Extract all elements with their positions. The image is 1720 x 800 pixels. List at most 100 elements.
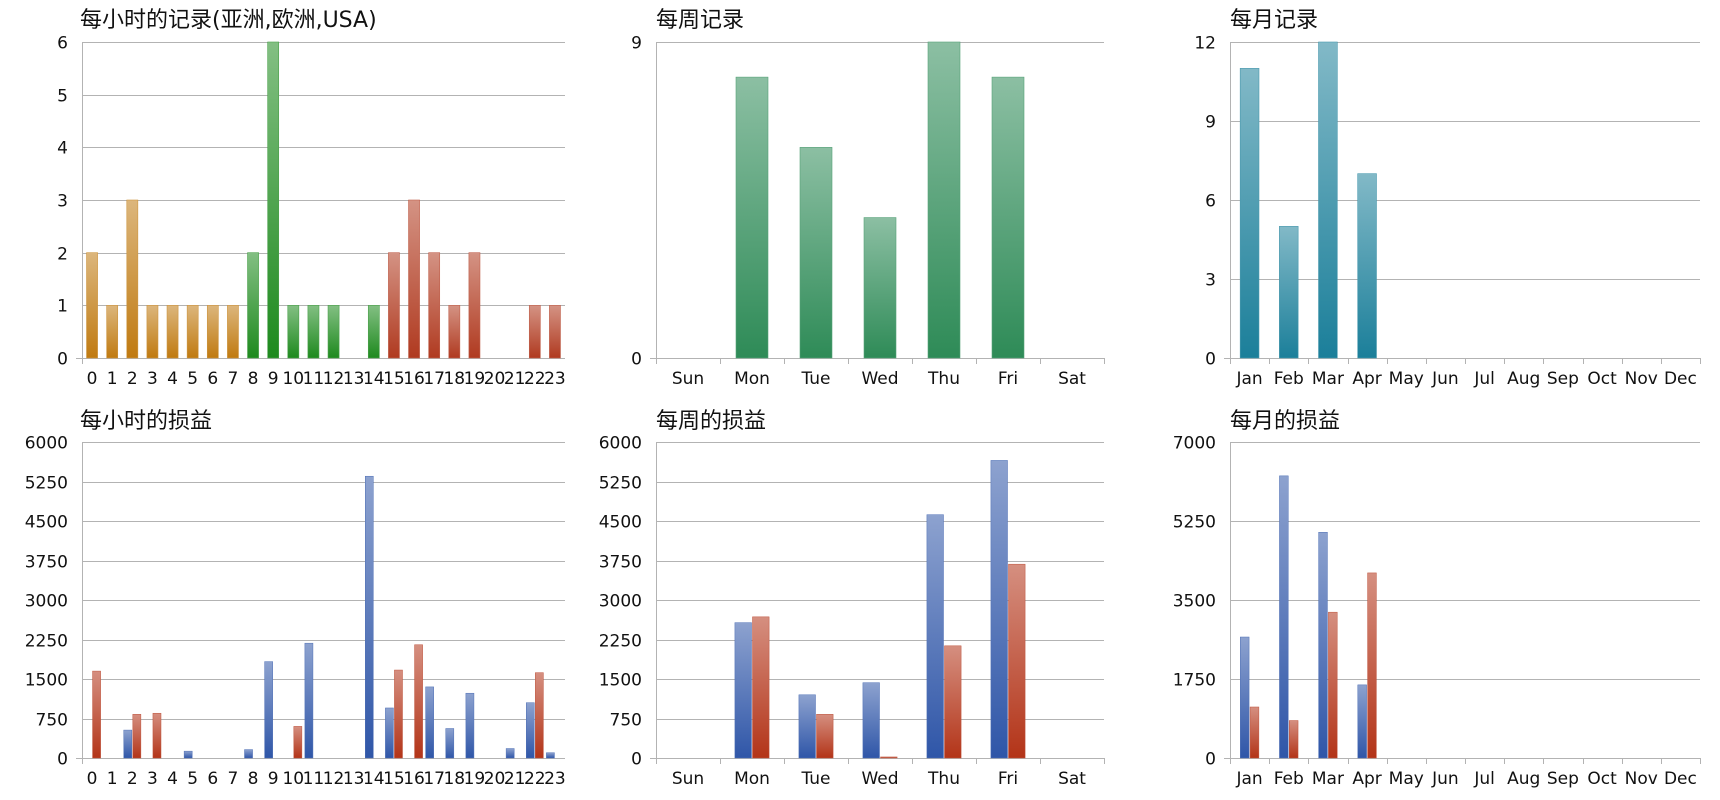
y-tick-label: 6	[57, 34, 68, 54]
chart-title: 每周记录	[656, 8, 744, 33]
x-tick-label: 23	[544, 369, 566, 389]
bar	[1318, 532, 1328, 759]
bar	[528, 305, 541, 359]
y-tick-label: 3000	[599, 592, 642, 612]
bar	[1328, 611, 1338, 759]
x-tick-label: 2	[127, 369, 138, 389]
x-tick-label: 13	[343, 369, 365, 389]
x-tick-label: Mon	[734, 769, 770, 789]
y-tick-label: 12	[1194, 34, 1216, 54]
x-tick-label: Nov	[1625, 769, 1658, 789]
bar	[448, 305, 461, 359]
bar	[546, 752, 555, 759]
x-tick-label: 16	[403, 369, 425, 389]
x-tick-label: Aug	[1507, 769, 1540, 789]
bar	[445, 728, 455, 759]
x-tick-label: Fri	[998, 369, 1018, 389]
x-tick-label: Wed	[861, 369, 898, 389]
bar	[526, 702, 535, 759]
y-tick-label: 3750	[25, 553, 68, 573]
bar	[123, 729, 133, 759]
x-tick-label: Mar	[1312, 769, 1344, 789]
x-tick-label: 17	[423, 369, 445, 389]
bar	[798, 694, 816, 759]
x-tick-label: 14	[363, 369, 385, 389]
bar	[863, 217, 897, 359]
bar	[880, 756, 898, 759]
chart-weekly-records: 每周记录 0 9 Sun Mon Tue Wed Thu Fri Sat	[631, 8, 1105, 389]
bar	[267, 41, 280, 359]
x-tick-label: 18	[443, 769, 465, 789]
x-tick-label: 15	[383, 369, 405, 389]
y-tick-label: 2250	[25, 632, 68, 652]
bar	[1357, 173, 1377, 359]
y-tick-label: 4500	[599, 513, 642, 533]
bar	[227, 305, 239, 359]
x-tick-label: Sat	[1058, 769, 1086, 789]
x-tick-label: 22	[524, 769, 546, 789]
y-tick-label: 5250	[599, 474, 642, 494]
x-tick-label: Sun	[672, 369, 704, 389]
x-tick-label: 9	[268, 769, 279, 789]
x-tick-label: 14	[363, 769, 385, 789]
x-tick-label: Mar	[1312, 369, 1344, 389]
x-tick-label: Jan	[1235, 769, 1262, 789]
y-tick-label: 1500	[25, 671, 68, 691]
x-tick-label: 10	[282, 769, 304, 789]
x-tick-label: Sep	[1547, 769, 1579, 789]
x-tick-label: 8	[248, 369, 259, 389]
x-tick-label: Aug	[1507, 369, 1540, 389]
x-tick-label: Dec	[1664, 769, 1697, 789]
y-tick-label: 0	[631, 350, 642, 370]
bar	[304, 642, 314, 759]
y-tick-label: 6	[1205, 192, 1216, 212]
x-tick-label: Jan	[1235, 369, 1262, 389]
chart-title: 每周的损益	[656, 409, 766, 434]
y-tick-label: 1500	[599, 671, 642, 691]
y-tick-label: 5	[57, 87, 68, 107]
y-tick-label: 2250	[599, 632, 642, 652]
bar	[1279, 475, 1289, 759]
x-tick-label: Jun	[1431, 369, 1459, 389]
y-tick-label: 750	[36, 711, 68, 731]
chart-title: 每月的损益	[1230, 409, 1340, 434]
x-tick-label: 4	[167, 769, 178, 789]
x-tick-label: 19	[464, 769, 486, 789]
y-tick-label: 5250	[25, 474, 68, 494]
bar	[186, 305, 199, 359]
x-tick-label: 12	[323, 369, 345, 389]
bar	[152, 712, 162, 759]
bar	[293, 726, 303, 759]
y-tick-label: 5250	[1173, 513, 1216, 533]
x-tick-label: 9	[268, 369, 279, 389]
bar	[505, 748, 515, 759]
bar	[991, 76, 1025, 359]
chart-title: 每月记录	[1230, 8, 1318, 33]
bar	[365, 475, 374, 759]
y-tick-label: 0	[1205, 350, 1216, 370]
chart-hourly-pnl: 每小时的损益 0 750 1500 2250 3000 3750 4500 5250 6000 0…	[25, 409, 566, 789]
bar	[862, 682, 880, 759]
bar	[414, 644, 423, 759]
x-tick-label: Sep	[1547, 369, 1579, 389]
x-tick-label: 22	[524, 369, 546, 389]
bar	[549, 305, 561, 359]
chart-weekly-pnl: 每周的损益 0 750 1500 2250 3000 3750 4500 5250 6000 Su…	[599, 409, 1105, 789]
x-tick-label: 18	[443, 369, 465, 389]
x-tick-label: 19	[464, 369, 486, 389]
x-tick-label: Apr	[1352, 769, 1381, 789]
bar	[126, 199, 139, 359]
x-tick-label: Sat	[1058, 369, 1086, 389]
x-tick-label: Jul	[1473, 369, 1495, 389]
chart-monthly-records: 每月记录 0 3 6 9 12 Jan Feb Mar Apr May Jun Jul Aug Sep Oc…	[1194, 8, 1701, 389]
x-tick-label: 3	[147, 369, 158, 389]
x-tick-label: May	[1389, 769, 1424, 789]
x-tick-label: 7	[228, 769, 239, 789]
bar	[92, 670, 101, 759]
x-tick-label: 0	[87, 769, 98, 789]
x-tick-label: Thu	[927, 369, 960, 389]
y-tick-label: 0	[1205, 750, 1216, 770]
bar	[425, 686, 434, 759]
